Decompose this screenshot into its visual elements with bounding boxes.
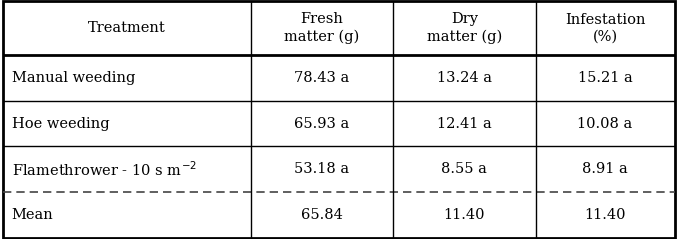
Text: Manual weeding: Manual weeding — [12, 71, 135, 85]
Text: 8.55 a: 8.55 a — [441, 162, 487, 176]
Text: 78.43 a: 78.43 a — [294, 71, 350, 85]
Text: 10.08 a: 10.08 a — [578, 117, 633, 131]
Text: Hoe weeding: Hoe weeding — [12, 117, 109, 131]
Text: 65.93 a: 65.93 a — [294, 117, 350, 131]
Text: Infestation
(%): Infestation (%) — [565, 12, 645, 44]
Text: 53.18 a: 53.18 a — [294, 162, 350, 176]
Text: 65.84: 65.84 — [301, 208, 343, 222]
Text: Dry
matter (g): Dry matter (g) — [427, 12, 502, 44]
Text: 11.40: 11.40 — [584, 208, 626, 222]
Text: 8.91 a: 8.91 a — [582, 162, 628, 176]
Text: 15.21 a: 15.21 a — [578, 71, 633, 85]
Text: 11.40: 11.40 — [443, 208, 485, 222]
Text: 13.24 a: 13.24 a — [437, 71, 492, 85]
Text: Fresh
matter (g): Fresh matter (g) — [285, 12, 359, 44]
Text: Flamethrower - 10 s m$^{-2}$: Flamethrower - 10 s m$^{-2}$ — [12, 160, 197, 179]
Text: Treatment: Treatment — [88, 21, 166, 35]
Text: Mean: Mean — [12, 208, 54, 222]
Text: 12.41 a: 12.41 a — [437, 117, 492, 131]
